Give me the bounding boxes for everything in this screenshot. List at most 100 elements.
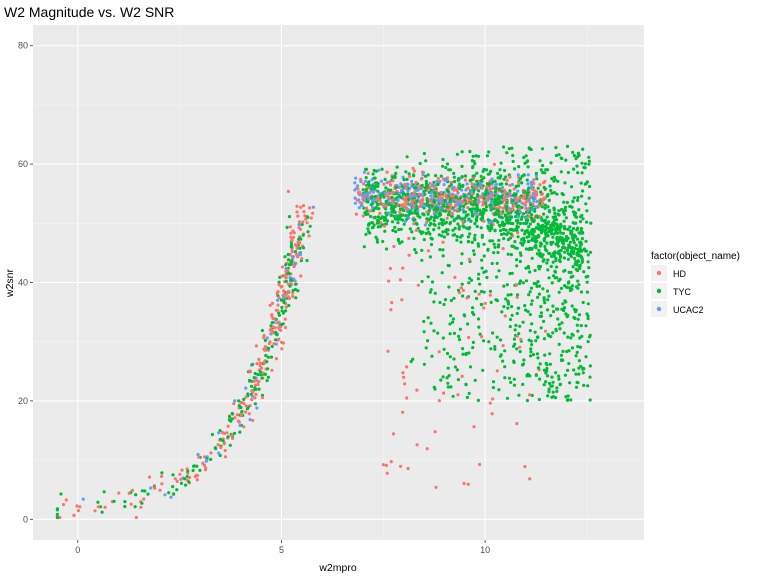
data-point-tyc — [524, 154, 528, 158]
data-point-tyc — [373, 186, 377, 190]
data-point-hd — [244, 404, 248, 408]
data-point-tyc — [573, 246, 577, 251]
data-point-tyc — [487, 218, 491, 222]
data-point-tyc — [390, 175, 395, 180]
data-point-tyc — [419, 230, 423, 234]
data-point-tyc — [441, 375, 445, 379]
data-point-tyc — [472, 174, 476, 178]
data-point-ucac2 — [353, 181, 357, 185]
data-point-tyc — [547, 276, 551, 280]
data-point-tyc — [499, 353, 503, 357]
data-point-tyc — [496, 171, 500, 175]
data-point-ucac2 — [396, 198, 400, 203]
data-point-tyc — [305, 258, 309, 263]
data-point-ucac2 — [406, 182, 410, 187]
data-point-tyc — [511, 199, 515, 203]
data-point-tyc — [489, 203, 493, 207]
data-point-hd — [405, 206, 409, 210]
data-point-hd — [260, 395, 265, 400]
data-point-tyc — [414, 251, 418, 255]
data-point-tyc — [518, 259, 523, 264]
data-point-tyc — [457, 338, 462, 342]
data-point-tyc — [502, 232, 506, 236]
data-point-tyc — [514, 184, 518, 188]
data-point-hd — [247, 412, 251, 416]
data-point-tyc — [469, 178, 473, 182]
data-point-tyc — [557, 209, 561, 213]
data-point-tyc — [469, 196, 473, 200]
data-point-tyc — [390, 220, 395, 224]
data-point-tyc — [489, 169, 493, 173]
data-point-tyc — [415, 222, 419, 226]
data-point-ucac2 — [489, 219, 494, 223]
data-point-tyc — [485, 154, 489, 158]
data-point-hd — [355, 198, 359, 202]
data-point-tyc — [526, 191, 530, 195]
data-point-hd — [483, 301, 487, 305]
data-point-tyc — [482, 254, 486, 258]
data-point-tyc — [517, 332, 521, 336]
data-point-tyc — [102, 490, 106, 494]
data-point-tyc — [580, 171, 584, 175]
data-point-tyc — [258, 370, 262, 374]
data-point-hd — [103, 505, 107, 509]
data-point-tyc — [527, 234, 531, 238]
data-point-tyc — [528, 210, 532, 215]
data-point-hd — [311, 211, 315, 215]
data-point-tyc — [260, 328, 264, 333]
data-point-tyc — [574, 385, 579, 389]
data-point-tyc — [469, 219, 473, 223]
data-point-tyc — [562, 212, 567, 216]
data-point-ucac2 — [510, 183, 514, 187]
data-point-hd — [478, 462, 482, 467]
data-point-hd — [153, 486, 157, 490]
data-point-tyc — [527, 266, 531, 270]
data-point-tyc — [448, 355, 452, 359]
data-point-tyc — [534, 246, 538, 250]
data-point-tyc — [450, 215, 454, 219]
data-point-tyc — [562, 306, 567, 310]
data-point-tyc — [462, 313, 466, 317]
data-point-tyc — [277, 311, 281, 315]
data-point-hd — [295, 210, 299, 214]
x-axis-label: w2mpro — [318, 562, 357, 574]
data-point-tyc — [523, 232, 527, 236]
data-point-ucac2 — [244, 386, 248, 390]
data-point-hd — [284, 269, 288, 274]
data-point-tyc — [439, 378, 443, 382]
data-point-tyc — [514, 215, 518, 219]
data-point-tyc — [563, 205, 568, 209]
data-point-tyc — [505, 151, 509, 155]
x-tick-label: 0 — [75, 545, 80, 555]
data-point-tyc — [537, 284, 542, 288]
data-point-tyc — [534, 373, 538, 377]
data-point-tyc — [495, 261, 499, 265]
data-point-tyc — [381, 239, 385, 244]
data-point-tyc — [488, 226, 493, 230]
data-point-hd — [193, 475, 197, 479]
data-point-tyc — [418, 161, 422, 166]
data-point-tyc — [412, 218, 416, 222]
data-point-tyc — [550, 191, 554, 195]
data-point-tyc — [486, 191, 490, 195]
data-point-ucac2 — [438, 206, 443, 210]
data-point-tyc — [574, 354, 578, 358]
data-point-tyc — [577, 283, 581, 287]
data-point-tyc — [581, 147, 585, 151]
data-point-tyc — [448, 332, 452, 336]
data-point-tyc — [543, 301, 547, 305]
data-point-tyc — [59, 492, 63, 496]
data-point-tyc — [424, 231, 428, 236]
data-point-tyc — [542, 383, 546, 387]
data-point-tyc — [408, 227, 412, 231]
data-point-hd — [490, 194, 495, 198]
data-point-tyc — [566, 257, 571, 261]
data-point-hd — [503, 314, 507, 318]
data-point-hd — [460, 374, 464, 378]
data-point-hd — [378, 211, 382, 215]
data-point-tyc — [587, 162, 591, 166]
data-point-tyc — [538, 201, 542, 205]
data-point-hd — [258, 361, 262, 365]
data-point-hd — [413, 190, 417, 194]
data-point-tyc — [265, 360, 269, 364]
